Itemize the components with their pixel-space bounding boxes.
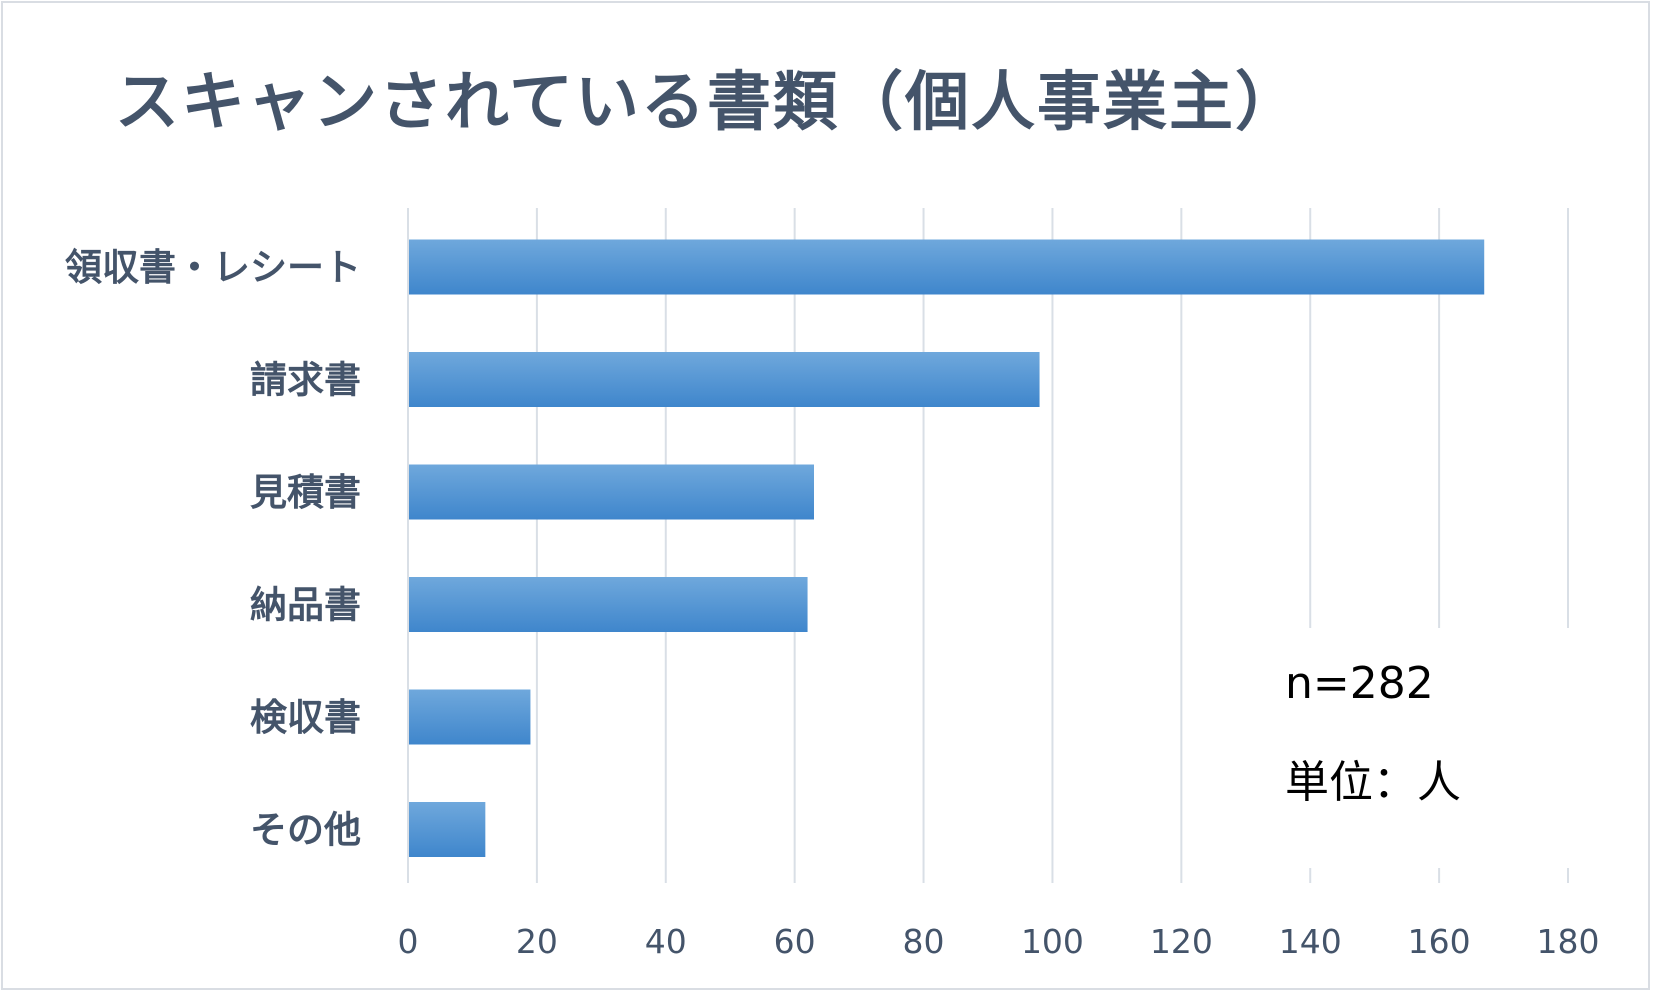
bar-0 — [409, 239, 1485, 295]
annotation-background — [1273, 628, 1643, 868]
x-tick-label: 20 — [516, 922, 558, 961]
category-label: 見積書 — [250, 471, 361, 514]
x-tick-label: 0 — [398, 922, 419, 961]
x-tick-label: 180 — [1537, 922, 1600, 961]
bar-1 — [409, 352, 1040, 407]
x-tick-label: 80 — [903, 922, 945, 961]
category-label: 請求書 — [250, 359, 361, 402]
x-tick-label: 140 — [1279, 922, 1342, 961]
category-label: その他 — [250, 809, 361, 852]
bar-4 — [409, 689, 531, 745]
category-label: 検収書 — [250, 696, 361, 739]
bar-3 — [409, 577, 808, 632]
sample-size-annotation: n=282 — [1285, 658, 1434, 709]
x-tick-label: 40 — [645, 922, 687, 961]
category-label: 領収書・レシート — [65, 246, 361, 289]
category-label: 納品書 — [250, 584, 361, 627]
unit-annotation: 単位：人 — [1285, 757, 1461, 808]
bar-2 — [409, 464, 814, 520]
chart-title: スキャンされている書類（個人事業主） — [114, 66, 1302, 140]
x-tick-label: 60 — [774, 922, 816, 961]
x-tick-label: 160 — [1408, 922, 1471, 961]
x-tick-label: 120 — [1150, 922, 1213, 961]
x-tick-label: 100 — [1021, 922, 1084, 961]
bar-5 — [409, 802, 486, 857]
chart-plot-area: 0 20 40 60 80 100 120 140 160 180 領収書・レシート請求書見積書納品… — [65, 208, 1643, 961]
